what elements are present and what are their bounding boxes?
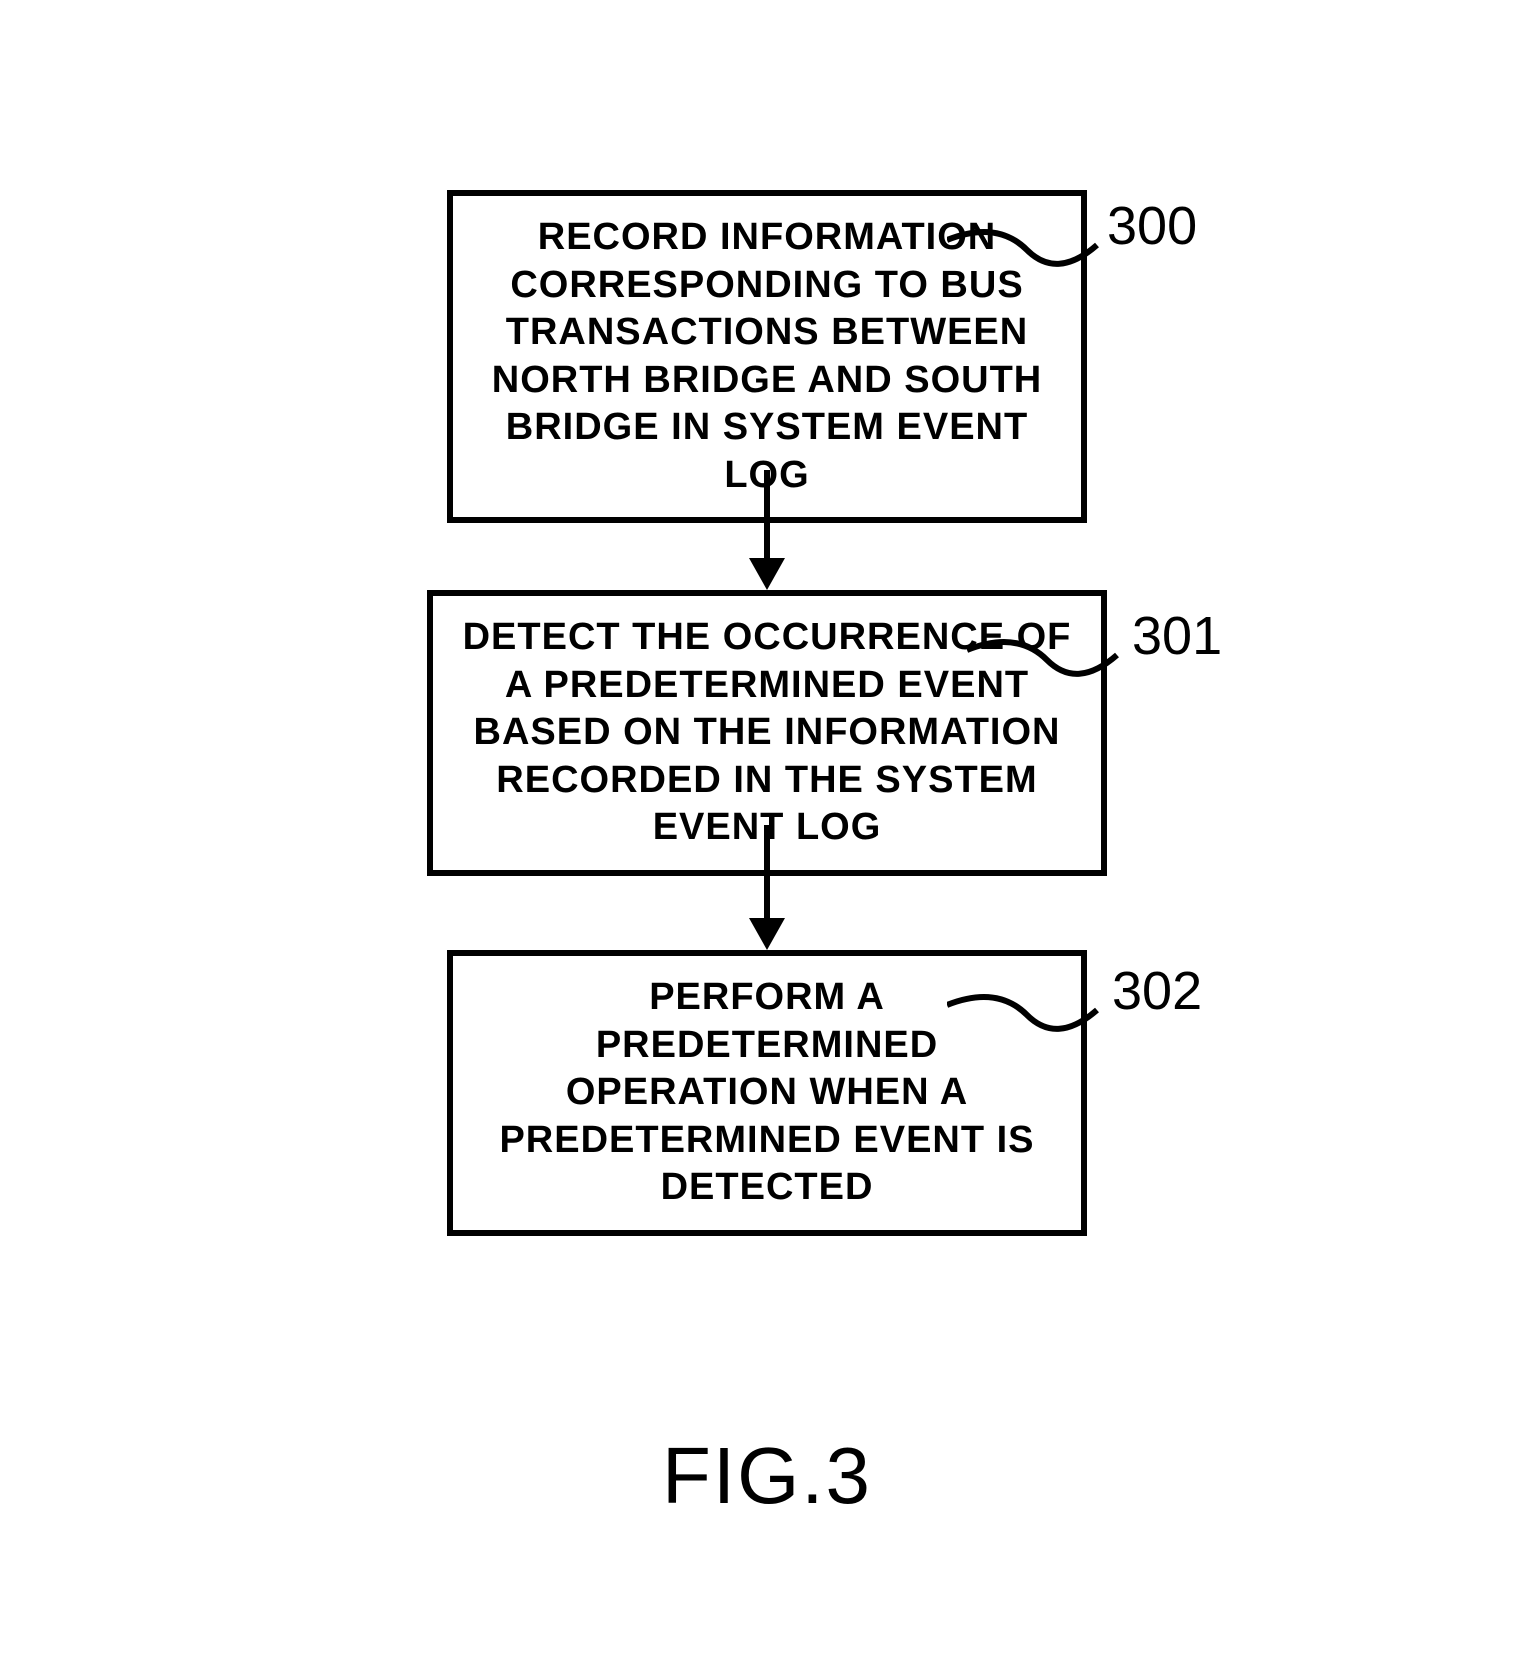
figure-caption: FIG.3 — [662, 1430, 872, 1522]
label-curve-300 — [947, 210, 1107, 290]
label-301: 301 — [1132, 605, 1222, 667]
label-302: 302 — [1112, 960, 1202, 1022]
connector-300-301 — [737, 470, 797, 595]
label-curve-301 — [967, 620, 1127, 700]
label-curve-302 — [947, 975, 1107, 1055]
connector-301-302 — [737, 825, 797, 955]
label-300: 300 — [1107, 195, 1197, 257]
